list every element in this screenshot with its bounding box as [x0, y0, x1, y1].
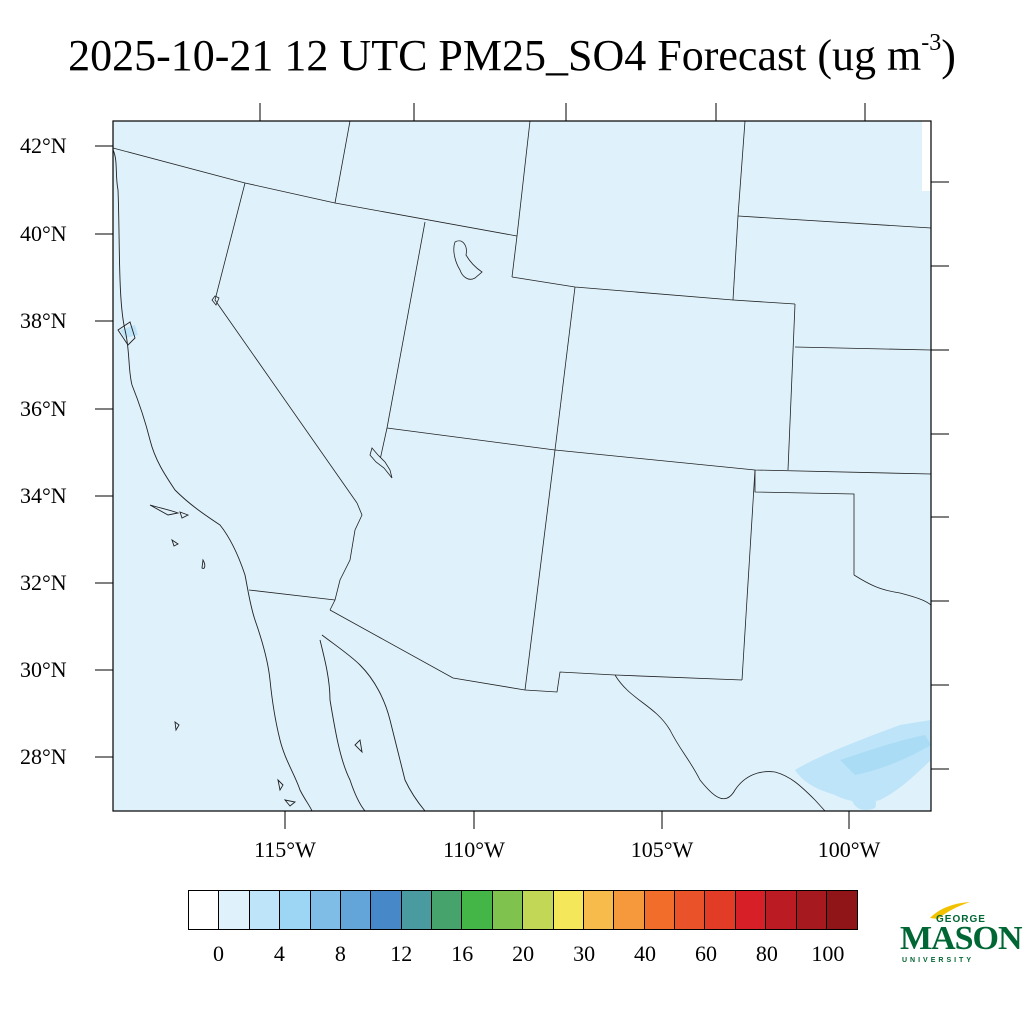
state-boundaries	[112, 120, 932, 693]
lon-label-110w: 110°W	[443, 837, 505, 862]
title-text: 2025-10-21 12 UTC PM25_SO4 Forecast (ug …	[68, 31, 922, 80]
lon-label-115w: 115°W	[254, 837, 316, 862]
coastline	[112, 121, 426, 812]
colorbar-label-2: 8	[334, 941, 346, 966]
lat-label-28n: 28°N	[20, 744, 67, 769]
axis-ticks	[95, 103, 949, 829]
colorbar-box-16	[675, 891, 706, 929]
title-close: )	[941, 31, 956, 80]
title-superscript: -3	[921, 30, 942, 56]
colorbar-box-15	[644, 891, 675, 929]
colorbar-label-5: 20	[512, 941, 535, 966]
map-background	[113, 121, 931, 811]
colorbar-box-9	[462, 891, 493, 929]
colorbar-label-10: 100	[811, 941, 845, 966]
colorbar-box-20	[796, 891, 827, 929]
lat-label-36n: 36°N	[20, 396, 67, 421]
colorbar-box-19	[766, 891, 797, 929]
lakes	[369, 240, 483, 479]
logo-university: UNIVERSITY	[902, 957, 975, 964]
colorbar-label-6: 30	[573, 941, 596, 966]
colorbar-box-5	[340, 891, 372, 929]
lon-label-105w: 105°W	[630, 837, 694, 862]
colorbar-label-3: 12	[390, 941, 413, 966]
lat-label-32n: 32°N	[20, 570, 67, 595]
colorbar-box-6	[371, 891, 402, 929]
map-title: 2025-10-21 12 UTC PM25_SO4 Forecast (ug …	[0, 28, 1024, 84]
logo-mason: MASON	[900, 920, 1023, 957]
colorbar-box-7	[401, 891, 432, 929]
colorbar-box-2	[249, 891, 281, 929]
colorbar-box-0	[189, 891, 220, 929]
rio-grande	[614, 574, 932, 812]
concentration-patches-darker	[840, 735, 931, 775]
colorbar-box-21	[826, 891, 858, 929]
colorbar-box-4	[310, 891, 341, 929]
colorbar-box-12	[553, 891, 584, 929]
colorbar-label-1: 4	[273, 941, 285, 966]
colorbar-box-1	[219, 891, 250, 929]
colorbar-box-3	[280, 891, 311, 929]
gmu-logo: GEORGE MASON UNIVERSITY	[898, 900, 1023, 970]
lat-label-34n: 34°N	[20, 483, 67, 508]
colorbar-label-4: 16	[451, 941, 474, 966]
colorbar-box-18	[735, 891, 767, 929]
lon-label-100w: 100°W	[817, 837, 881, 862]
colorbar-box-11	[523, 891, 554, 929]
colorbar-label-7: 40	[634, 941, 657, 966]
lat-label-30n: 30°N	[20, 657, 67, 682]
lat-label-38n: 38°N	[20, 308, 67, 333]
colorbar-box-10	[492, 891, 524, 929]
colorbar-label-0: 0	[212, 941, 224, 966]
logo-george: GEORGE	[936, 914, 986, 925]
logo-swoosh-icon	[930, 902, 970, 919]
lat-label-40n: 40°N	[20, 221, 67, 246]
colorbar-box-8	[432, 891, 463, 929]
colorbar-box-14	[614, 891, 645, 929]
map-nodata-strip	[922, 121, 931, 191]
colorbar-box-13	[583, 891, 615, 929]
colorbar	[188, 890, 859, 930]
map-frame	[112, 120, 932, 812]
colorbar-label-8: 60	[694, 941, 717, 966]
lat-label-42n: 42°N	[20, 133, 67, 158]
colorbar-label-9: 80	[755, 941, 778, 966]
colorbar-box-17	[705, 891, 736, 929]
